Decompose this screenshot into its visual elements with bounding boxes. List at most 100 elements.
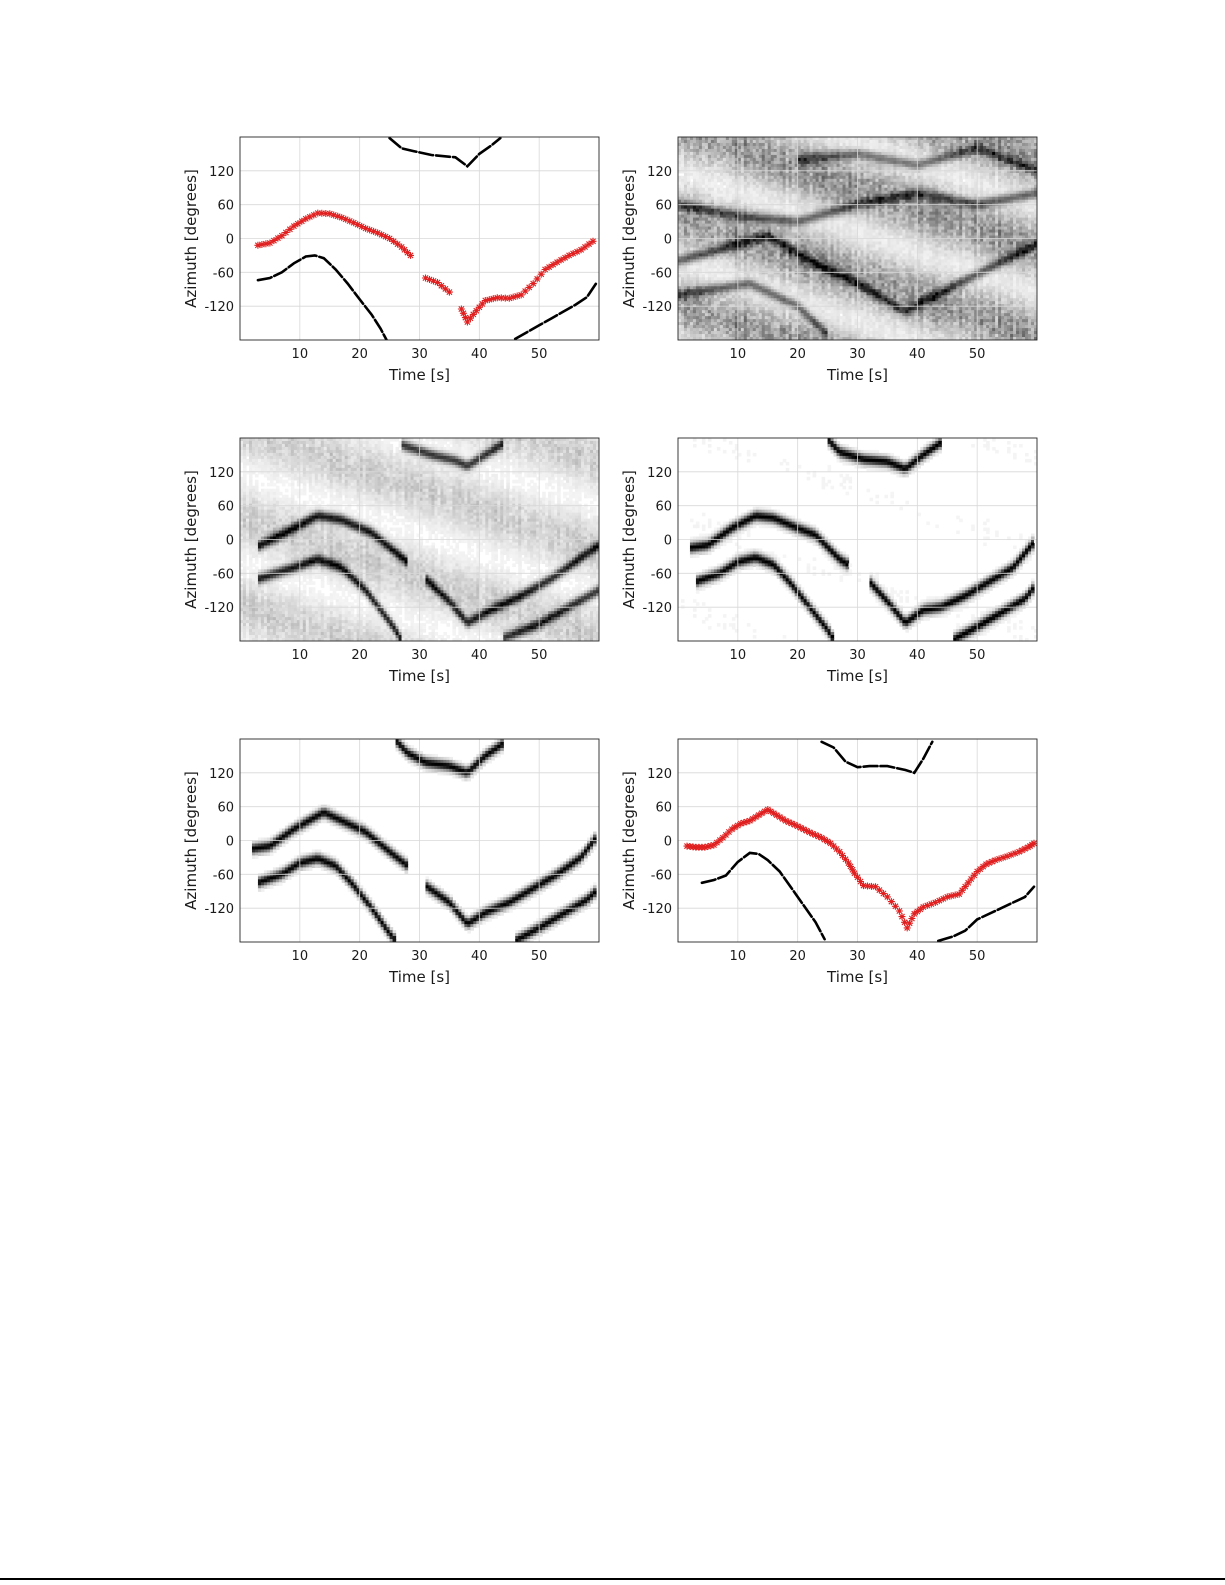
heatmap-cell — [686, 157, 691, 162]
heatmap-cell — [860, 286, 865, 290]
heatmap-cell — [698, 196, 703, 201]
heatmap-cell — [782, 217, 787, 222]
heatmap-cell — [788, 148, 793, 153]
heatmap-cell — [701, 235, 706, 240]
heatmap-cell — [734, 184, 739, 189]
heatmap-cell — [818, 193, 823, 198]
heatmap-cell — [782, 238, 787, 243]
heatmap-cell — [722, 247, 727, 252]
heatmap-cell — [678, 196, 682, 201]
heatmap-cell — [878, 301, 883, 305]
heatmap-cell — [809, 271, 814, 275]
heatmap-cell — [728, 280, 733, 284]
heatmap-cell — [767, 286, 772, 290]
heatmap-cell — [710, 334, 715, 338]
heatmap-cell — [704, 160, 709, 165]
heatmap-cell — [734, 211, 739, 216]
heatmap-cell — [851, 313, 856, 317]
heatmap-cell — [764, 190, 769, 195]
heatmap-cell — [704, 313, 709, 317]
heatmap-cell — [719, 229, 724, 234]
heatmap-cell — [776, 190, 781, 195]
heatmap-cell — [878, 193, 883, 198]
heatmap-cell — [713, 220, 718, 225]
heatmap-cell — [818, 286, 823, 290]
heatmap-cell — [842, 280, 847, 284]
heatmap-cell — [860, 331, 865, 335]
heatmap-cell — [839, 322, 844, 326]
heatmap-cell — [722, 313, 727, 317]
heatmap-cell — [794, 220, 799, 225]
heatmap-cell — [845, 169, 850, 174]
heatmap-cell — [764, 262, 769, 266]
heatmap-cell — [752, 190, 757, 195]
heatmap-cell — [869, 289, 874, 293]
heatmap-cell — [791, 214, 796, 219]
heatmap-cell — [728, 217, 733, 222]
heatmap-cell — [689, 331, 694, 335]
heatmap-cell — [812, 166, 817, 171]
heatmap-cell — [731, 328, 736, 332]
heatmap-cell — [779, 181, 784, 186]
heatmap-cell — [854, 163, 859, 168]
heatmap-cell — [815, 232, 820, 237]
heatmap-cell — [788, 154, 793, 159]
heatmap-cell — [836, 214, 841, 219]
heatmap-cell — [755, 322, 760, 326]
heatmap-cell — [785, 223, 790, 228]
heatmap-cell — [749, 322, 754, 326]
heatmap-cell — [809, 331, 814, 335]
heatmap-cell — [800, 298, 805, 302]
heatmap-cell — [878, 181, 883, 186]
heatmap-cell — [779, 175, 784, 180]
heatmap-cell — [746, 295, 751, 299]
heatmap-cell — [866, 217, 871, 222]
heatmap-cell — [695, 205, 700, 210]
heatmap-cell — [737, 196, 742, 201]
heatmap-cell — [824, 235, 829, 240]
heatmap-cell — [734, 142, 739, 147]
heatmap-cell — [716, 247, 721, 252]
heatmap-cell — [866, 193, 871, 198]
heatmap-cell — [788, 214, 793, 219]
heatmap-cell — [788, 271, 793, 275]
heatmap-cell — [737, 148, 742, 153]
heatmap-cell — [806, 145, 811, 150]
heatmap-cell — [830, 235, 835, 240]
heatmap-cell — [809, 166, 814, 171]
heatmap-cell — [857, 325, 862, 329]
heatmap-cell — [743, 262, 748, 266]
heatmap-cell — [785, 310, 790, 314]
heatmap-cell — [695, 160, 700, 165]
heatmap-cell — [866, 253, 871, 258]
heatmap-cell — [848, 271, 853, 275]
heatmap-cell — [767, 235, 772, 240]
heatmap-cell — [698, 313, 703, 317]
heatmap-cell — [773, 259, 778, 263]
heatmap-cell — [755, 232, 760, 237]
heatmap-cell — [875, 199, 880, 204]
heatmap-cell — [875, 238, 880, 243]
heatmap-cell — [716, 337, 721, 340]
heatmap-cell — [827, 301, 832, 305]
heatmap-cell — [737, 166, 742, 171]
heatmap-cell — [713, 313, 718, 317]
heatmap-cell — [848, 298, 853, 302]
heatmap-cell — [743, 247, 748, 252]
heatmap-cell — [725, 226, 730, 231]
heatmap-cell — [678, 160, 682, 165]
heatmap-cell — [809, 256, 814, 260]
heatmap-cell — [869, 316, 874, 320]
heatmap-cell — [773, 196, 778, 201]
heatmap-cell — [866, 268, 871, 272]
heatmap-cell — [686, 265, 691, 269]
heatmap-cell — [821, 145, 826, 150]
heatmap-cell — [678, 310, 682, 314]
heatmap-cell — [860, 139, 865, 144]
heatmap-cell — [689, 157, 694, 162]
heatmap-cell — [734, 337, 739, 340]
heatmap-cell — [719, 214, 724, 219]
heatmap-cell — [698, 226, 703, 231]
heatmap-cell — [722, 283, 727, 287]
star-marker — [501, 294, 509, 302]
